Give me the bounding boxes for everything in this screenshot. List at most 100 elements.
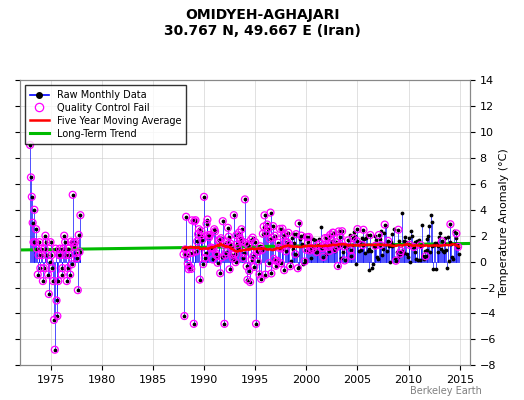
Point [45,291,53,297]
Point [266,209,275,216]
Point [304,239,312,246]
Point [359,226,368,233]
Point [225,266,234,272]
Point [240,250,248,256]
Point [260,212,269,218]
Point [434,249,443,256]
Point [325,248,333,254]
Point [304,234,313,240]
Point [267,270,276,277]
Point [55,252,63,258]
Point [366,232,375,238]
Point [344,237,352,244]
Point [430,242,439,248]
Point [380,221,389,228]
Point [197,228,205,234]
Point [294,220,303,227]
Point [338,228,346,234]
Point [284,230,292,236]
Point [436,230,444,236]
Point [273,258,281,264]
Point [206,244,215,251]
Point [181,246,190,253]
Point [432,240,441,246]
Point [243,263,251,270]
Point [334,228,343,235]
Point [75,249,84,255]
Point [294,220,303,227]
Point [40,246,49,252]
Point [54,278,62,284]
Point [234,245,242,251]
Point [396,250,405,257]
Point [307,244,315,251]
Point [442,247,450,253]
Point [243,277,252,283]
Point [343,244,352,250]
Point [344,237,352,244]
Point [236,237,245,244]
Point [278,226,287,232]
Point [49,278,57,284]
Point [327,241,335,248]
Point [421,253,430,260]
Point [266,236,274,242]
Point [403,254,412,260]
Point [32,226,40,232]
Point [305,247,314,254]
Point [196,232,205,239]
Point [262,230,270,236]
Point [247,237,255,243]
Point [224,225,232,231]
Point [305,247,314,254]
Point [370,233,379,240]
Point [398,210,406,216]
Point [409,244,417,250]
Point [43,252,51,258]
Point [69,192,77,198]
Point [57,252,65,258]
Point [60,232,69,239]
Point [276,226,284,232]
Point [209,245,217,252]
Point [63,265,72,271]
Point [263,221,271,228]
Point [387,238,395,245]
Point [443,264,451,271]
Point [269,223,277,229]
Point [346,231,354,238]
Point [238,238,247,245]
Point [330,230,338,236]
Point [65,252,73,258]
Point [217,235,225,242]
Point [262,230,270,236]
Point [366,232,375,238]
Point [334,263,342,269]
Point [450,228,458,234]
Point [384,238,392,244]
Point [257,276,265,282]
Point [230,212,238,218]
Point [206,244,215,251]
Point [396,250,405,257]
Point [289,230,298,237]
Point [236,235,244,241]
Point [197,228,205,234]
Point [193,238,201,245]
Point [50,317,58,323]
Point [234,245,242,251]
Point [253,248,261,255]
Point [195,226,203,232]
Point [206,232,214,238]
Point [268,234,276,241]
Point [304,234,313,240]
Point [258,247,266,253]
Point [376,242,385,248]
Point [51,246,60,252]
Point [250,264,258,270]
Point [353,238,361,244]
Point [221,252,230,258]
Point [340,243,348,250]
Point [381,241,390,248]
Point [64,246,73,252]
